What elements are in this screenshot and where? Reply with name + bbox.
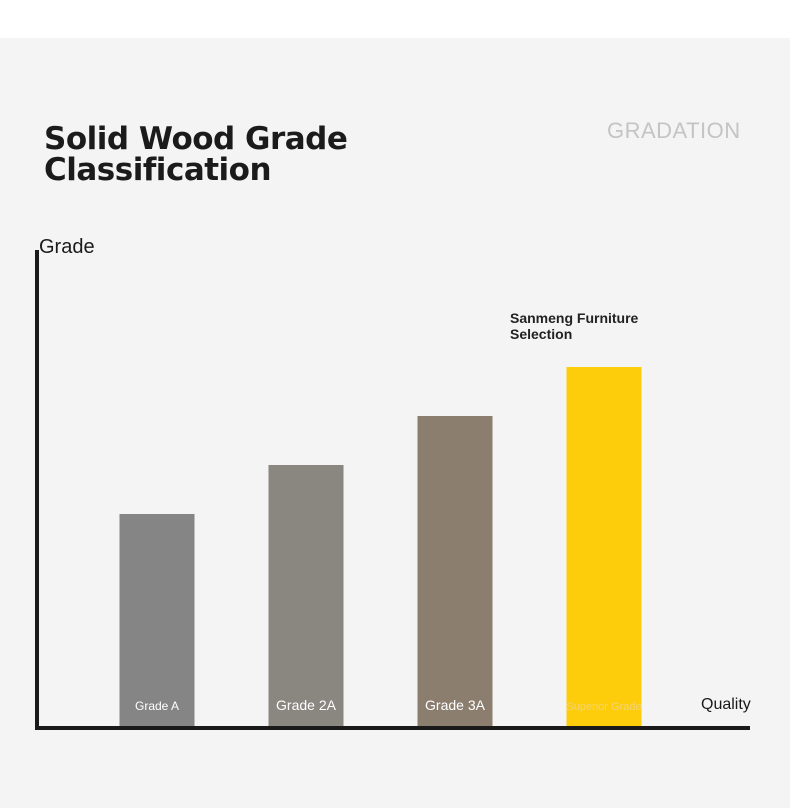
bar-superior-grade bbox=[566, 367, 642, 726]
annotation-line-2: Selection bbox=[510, 326, 572, 342]
page-title: Solid Wood Grade Classification bbox=[44, 121, 348, 188]
y-axis-label: Grade bbox=[39, 236, 95, 258]
bar-label: Grade 3A bbox=[425, 697, 486, 713]
bar-labels-group: Grade A Grade 2A Grade 3A Superior Grade bbox=[135, 697, 642, 713]
title-line-2: Classification bbox=[44, 152, 272, 188]
bar-grade-a bbox=[119, 514, 195, 726]
annotation-line-1: Sanmeng Furniture bbox=[510, 310, 639, 326]
bars-group bbox=[119, 367, 642, 726]
x-axis-label: Quality bbox=[701, 696, 751, 713]
brand-watermark: GRADATION bbox=[607, 118, 741, 143]
bar-grade-3a bbox=[417, 416, 493, 726]
bar-label: Grade 2A bbox=[276, 697, 337, 713]
title-line-1: Solid Wood Grade bbox=[44, 121, 348, 157]
bar-label: Grade A bbox=[135, 699, 179, 713]
bar-grade-2a bbox=[268, 465, 344, 726]
bar-label: Superior Grade bbox=[566, 701, 641, 713]
